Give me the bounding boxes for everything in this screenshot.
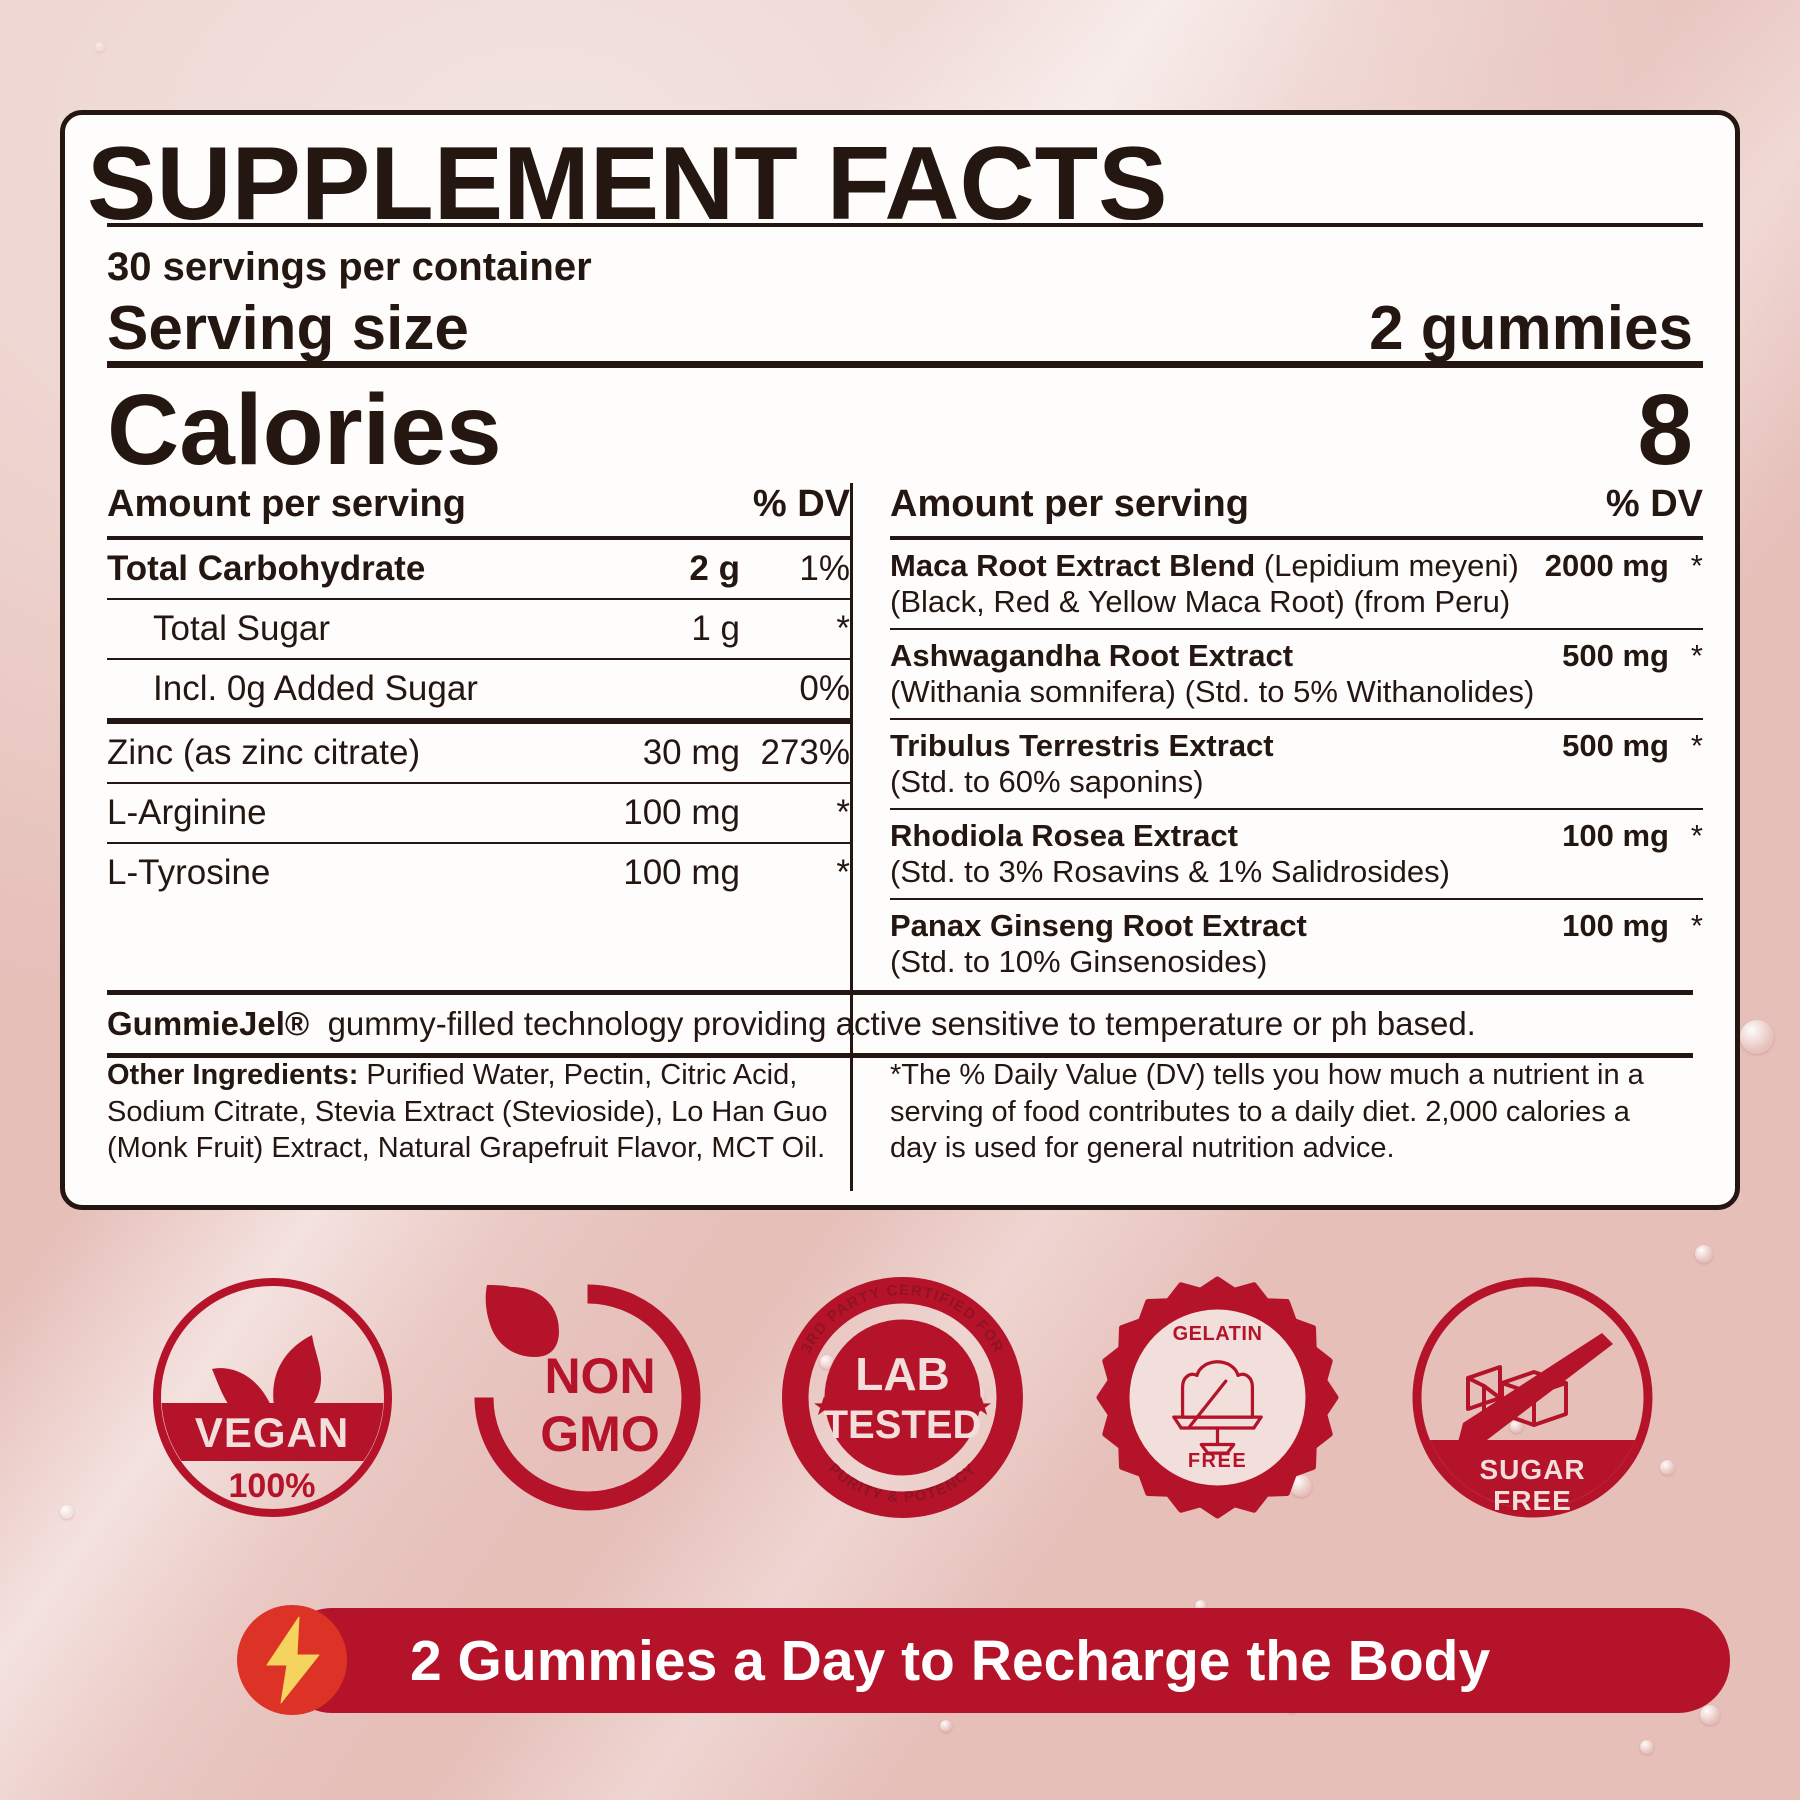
svg-text:FREE: FREE [1493, 1485, 1572, 1516]
svg-text:NON: NON [544, 1348, 655, 1404]
svg-text:100%: 100% [229, 1467, 316, 1505]
svg-text:VEGAN: VEGAN [195, 1409, 349, 1456]
svg-text:LAB: LAB [855, 1348, 950, 1400]
svg-text:GMO: GMO [540, 1406, 659, 1462]
svg-text:TESTED: TESTED [824, 1403, 982, 1447]
svg-text:GELATIN: GELATIN [1173, 1323, 1263, 1345]
svg-text:SUGAR: SUGAR [1479, 1454, 1585, 1485]
